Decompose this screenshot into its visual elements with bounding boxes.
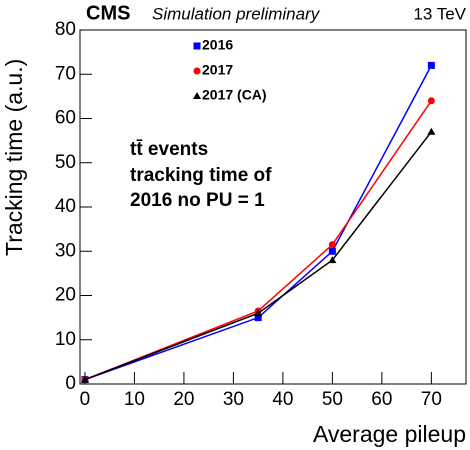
data-point — [427, 127, 436, 135]
x-tick-label: 30 — [223, 389, 244, 410]
legend-label: 2016 — [202, 37, 233, 53]
legend-marker — [193, 42, 201, 50]
y-tick-label: 60 — [55, 108, 76, 129]
series-line — [84, 65, 433, 381]
annotation: tracking time of — [130, 165, 272, 186]
energy-label: 13 TeV — [413, 4, 466, 23]
y-tick-label: 80 — [55, 19, 76, 40]
y-tick-label: 20 — [55, 285, 76, 306]
legend-marker — [193, 92, 201, 99]
x-tick-label: 20 — [173, 389, 194, 410]
y-tick-label: 70 — [55, 63, 76, 84]
data-point — [427, 97, 435, 105]
y-tick-label: 50 — [55, 152, 76, 173]
legend-label: 2017 (CA) — [202, 87, 267, 103]
data-point — [328, 247, 336, 255]
x-axis-label: Average pileup — [313, 421, 466, 447]
annotation: tt̄ events — [130, 139, 208, 160]
data-point — [427, 61, 435, 69]
legend-marker — [193, 67, 201, 75]
data-point — [328, 256, 337, 264]
data-point — [254, 309, 263, 317]
series-line — [84, 131, 432, 381]
chart-title: CMS — [86, 2, 130, 24]
annotation: 2016 no PU = 1 — [130, 190, 265, 211]
x-tick-label: 10 — [124, 389, 145, 410]
y-tick-label: 40 — [55, 196, 76, 217]
x-tick-label: 50 — [322, 389, 343, 410]
y-tick-label: 30 — [55, 240, 76, 261]
x-tick-label: 40 — [272, 389, 293, 410]
y-axis-label: Tracking time (a.u.) — [1, 59, 27, 256]
chart-subtitle: Simulation preliminary — [152, 4, 321, 23]
x-tick-label: 60 — [371, 389, 392, 410]
x-tick-label: 0 — [80, 389, 91, 410]
data-point — [328, 241, 336, 249]
data-point — [80, 375, 89, 383]
legend-label: 2017 — [202, 62, 233, 78]
x-tick-label: 70 — [421, 389, 442, 410]
y-tick-label: 0 — [65, 373, 76, 394]
series-line — [84, 100, 432, 381]
data-point — [254, 314, 262, 322]
y-tick-label: 10 — [55, 329, 76, 350]
